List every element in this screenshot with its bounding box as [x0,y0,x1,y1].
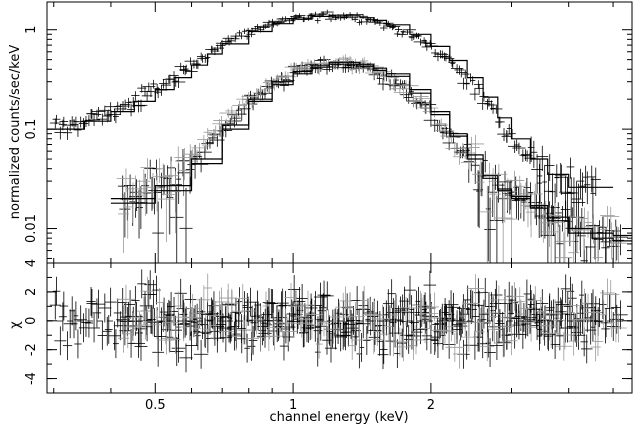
residuals-axis-ticks: -4 -2 0 2 4 [24,259,632,394]
spectrum-y-tick-label-0: 0.01 [24,214,39,243]
residuals-panel: -4 -2 0 2 4 [24,259,633,394]
x-tick-label-2: 2 [427,398,435,413]
y-axis-label-residuals: χ [8,321,23,329]
residual-y-tick-label-0: -4 [24,372,39,385]
spectrum-model-curves [47,14,632,242]
y-axis-label-spectrum: normalized counts/sec/keV [8,45,23,220]
model-curve-0 [47,14,614,188]
residual-y-tick-label-3: 2 [24,288,39,296]
x-axis-label: channel energy (keV) [269,410,408,425]
model-curve-2 [110,61,632,237]
spectrum-axis-ticks: 0.01 0.1 1 [24,26,632,259]
spectrum-frame [46,1,633,264]
x-tick-label-1: 1 [289,398,297,413]
residual-y-tick-label-4: 4 [24,259,39,267]
spectrum-panel: 0.01 0.1 1 [24,1,633,264]
x-axis-ticks: 0.5 1 2 [53,2,614,413]
residual-y-tick-label-2: 0 [24,317,39,325]
spectrum-y-tick-label-2: 1 [24,26,39,34]
residual-data-points [49,269,628,373]
x-tick-label-0: 0.5 [145,398,166,413]
residual-y-tick-label-1: -2 [24,343,39,356]
spectrum-y-tick-label-1: 0.1 [24,119,39,140]
spectrum-data-points [49,9,628,264]
residuals-frame [46,262,633,394]
